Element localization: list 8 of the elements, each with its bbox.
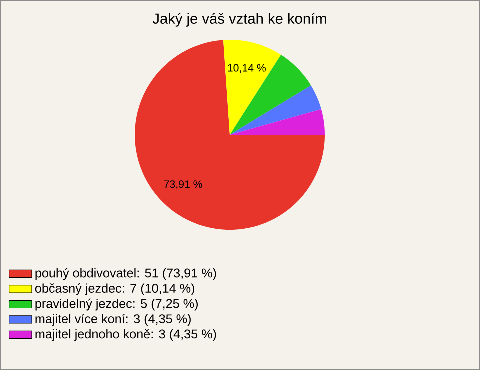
legend-label: občasný jezdec: 7 (10,14 %) — [35, 284, 194, 296]
data-label: 73,91 % — [164, 180, 202, 190]
data-label: 10,14 % — [228, 64, 266, 74]
legend-label: majitel více koní: 3 (4,35 %) — [36, 314, 191, 326]
legend-label: majitel jednoho koně: 3 (4,35 %) — [36, 329, 216, 342]
legend-label: pravidelný jezdec: 5 (7,25 %) — [36, 298, 198, 311]
legend-label: pouhý obdivovatel: 51 (73,91 %) — [36, 268, 216, 280]
chart-title: Jaký je váš vztah ke koním — [152, 13, 326, 27]
